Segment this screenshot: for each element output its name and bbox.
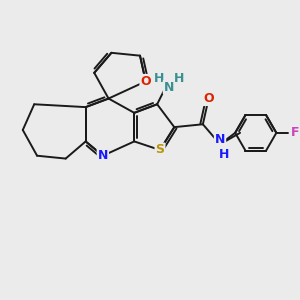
Text: O: O	[140, 75, 151, 88]
Text: O: O	[203, 92, 214, 105]
Text: H: H	[219, 148, 230, 161]
Text: H: H	[173, 72, 184, 85]
Text: N: N	[164, 81, 174, 94]
Text: N: N	[215, 134, 225, 146]
Text: F: F	[291, 126, 299, 139]
Text: H: H	[153, 72, 164, 85]
Text: S: S	[155, 143, 164, 157]
Text: N: N	[98, 149, 108, 162]
